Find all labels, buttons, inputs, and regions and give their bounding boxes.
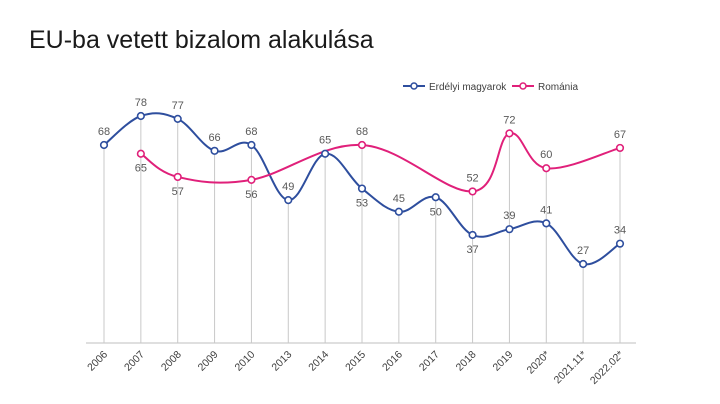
- data-point: [431, 193, 440, 202]
- data-label: 56: [245, 189, 257, 201]
- data-label: 53: [356, 198, 368, 210]
- data-labels: 68 78 77 66 68 49 65 53 45 50 37 39 41 27 34 65 57 56 68 52…: [98, 97, 626, 257]
- data-label: 60: [540, 149, 552, 161]
- data-point: [357, 184, 367, 193]
- data-point: [579, 259, 588, 269]
- x-tick-label: 2014: [306, 349, 331, 374]
- data-point: [615, 143, 625, 153]
- legend-label: Erdélyi magyarok: [429, 82, 507, 93]
- data-point: [542, 164, 551, 173]
- data-label: 52: [466, 172, 478, 184]
- data-point: [321, 149, 330, 158]
- data-point: [394, 207, 403, 216]
- data-points: [99, 111, 625, 269]
- data-label: 39: [503, 210, 515, 222]
- data-label: 77: [172, 100, 184, 112]
- data-label: 49: [282, 181, 294, 193]
- data-point: [136, 111, 145, 121]
- x-tick-label: 2006: [85, 349, 110, 374]
- data-point: [357, 140, 367, 150]
- data-label: 65: [319, 135, 331, 147]
- data-label: 68: [356, 126, 368, 138]
- x-tick-label: 2020*: [525, 349, 553, 377]
- data-point: [247, 140, 256, 150]
- data-label: 37: [466, 244, 478, 256]
- data-point: [505, 129, 514, 138]
- legend-swatch-marker: [410, 82, 418, 90]
- x-tick-labels: 2006 2007 2008 2009 2010 2013 2014 2015 2016 2017…: [85, 349, 626, 387]
- x-tick-label: 2010: [233, 349, 258, 374]
- data-point: [505, 225, 514, 234]
- x-tick-label: 2009: [196, 349, 221, 374]
- x-tick-label: 2019: [491, 349, 516, 374]
- x-tick-label: 2007: [122, 349, 147, 374]
- data-label: 72: [503, 114, 515, 126]
- data-label: 66: [208, 132, 220, 144]
- data-point: [542, 219, 551, 228]
- data-point: [284, 196, 293, 205]
- data-point: [615, 239, 625, 248]
- data-point: [173, 172, 182, 182]
- data-label: 67: [614, 129, 626, 141]
- chart-title: EU-ba vetett bizalom alakulása: [29, 26, 374, 54]
- data-label: 41: [540, 204, 552, 216]
- data-label: 68: [98, 126, 110, 138]
- x-tick-label: 2016: [380, 349, 405, 374]
- data-label: 68: [245, 126, 257, 138]
- data-point: [99, 140, 109, 150]
- x-tick-label: 2017: [417, 349, 442, 374]
- data-point: [173, 114, 182, 124]
- data-label: 50: [430, 206, 442, 218]
- series-line-1: [140, 132, 621, 193]
- data-label: 45: [393, 193, 405, 205]
- x-tick-label: 2008: [159, 349, 184, 374]
- data-point: [136, 149, 145, 158]
- x-tick-label: 2021.11*: [552, 349, 590, 387]
- x-tick-label: 2013: [269, 349, 294, 374]
- x-tick-label: 2015: [343, 349, 368, 374]
- data-label: 34: [614, 225, 626, 237]
- data-label: 27: [577, 245, 589, 257]
- x-tick-label: 2022.02*: [588, 349, 626, 387]
- data-point: [468, 187, 477, 196]
- legend-label: Románia: [538, 82, 578, 93]
- data-point: [468, 230, 477, 240]
- data-point: [210, 146, 219, 155]
- data-label: 57: [172, 186, 184, 198]
- legend: Erdélyi magyarok Románia: [403, 82, 578, 93]
- data-label: 65: [135, 163, 147, 175]
- x-tick-label: 2018: [454, 349, 479, 374]
- legend-swatch-marker: [519, 82, 527, 90]
- data-point: [247, 175, 256, 184]
- data-label: 78: [135, 97, 147, 109]
